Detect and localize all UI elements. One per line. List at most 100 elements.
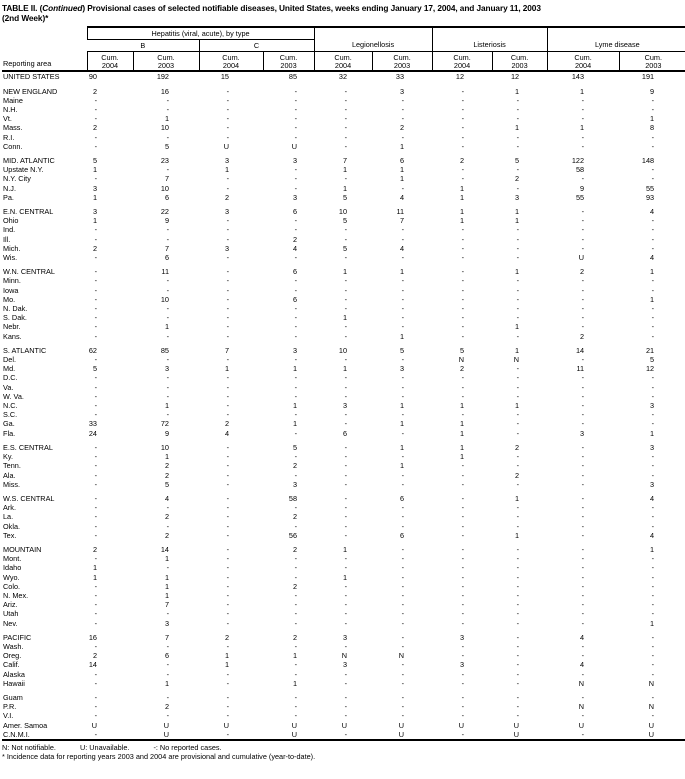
value-cell: -	[516, 609, 520, 619]
value-cell: -	[581, 530, 585, 540]
value-cell: -	[344, 563, 348, 573]
value-cell: 7	[399, 216, 405, 226]
value-cell: -	[94, 104, 97, 114]
value-cell: 1	[224, 364, 229, 374]
value-cell: 1	[650, 428, 655, 438]
reporting-area-cell: Ala.	[3, 470, 16, 480]
table-row: Tenn. - 2 - 2 - 1 - - - -	[2, 461, 685, 470]
reporting-area-cell: Guam	[3, 692, 23, 702]
col-header-cum-2003: Cum. 2003	[132, 51, 199, 73]
value-cell: -	[461, 512, 465, 522]
value-cell: U	[398, 729, 405, 739]
table-row: Amer. Samoa U U U U U U U U U U	[2, 721, 685, 730]
value-cell: -	[516, 141, 520, 151]
value-cell: 1	[650, 544, 655, 554]
col-header-cum-2004: Cum. 2004	[198, 51, 263, 73]
value-cell: 2	[459, 156, 465, 165]
reporting-area-cell: Ky.	[3, 452, 14, 462]
value-cell: -	[516, 391, 520, 401]
value-cell: -	[401, 132, 405, 142]
value-cell: 5	[342, 192, 348, 202]
value-cell: 1	[399, 141, 405, 151]
value-cell: -	[166, 669, 169, 679]
hepatitis-b-subheader: B	[87, 39, 199, 53]
value-cell: 3	[292, 479, 298, 489]
reporting-area-cell: E.N. CENTRAL	[3, 207, 54, 217]
value-cell: U	[291, 141, 298, 151]
value-cell: 1	[342, 183, 348, 193]
value-cell: 122	[571, 156, 585, 165]
value-cell: -	[581, 600, 585, 610]
value-cell: -	[226, 581, 229, 591]
table-section-4: W.N. CENTRAL -11-6 1 1-1 2 1 Minn. - - - - - - - - - - Io…	[2, 262, 685, 341]
value-cell: -	[226, 331, 229, 341]
value-cell: -	[401, 104, 405, 114]
value-cell: U	[398, 720, 405, 730]
value-cell: 2	[92, 123, 97, 133]
table-row: Del. - - - - - - N N - 5	[2, 355, 685, 364]
value-cell: -	[226, 503, 229, 513]
value-cell: -	[581, 285, 585, 295]
value-cell: -	[294, 304, 298, 314]
value-cell: -	[401, 428, 405, 438]
value-cell: -	[344, 253, 348, 263]
footnote-incidence: * Incidence data for reporting years 200…	[2, 751, 316, 761]
value-cell: -	[461, 493, 465, 503]
value-cell: -	[294, 285, 298, 295]
value-cell: -	[651, 632, 655, 642]
value-cell: -	[461, 590, 465, 600]
value-cell: -	[581, 382, 585, 392]
value-cell: -	[294, 391, 298, 401]
reporting-area-cell: Hawaii	[3, 678, 25, 688]
value-cell: 3	[650, 479, 655, 489]
value-cell: -	[461, 114, 465, 124]
value-cell: -	[94, 512, 97, 522]
value-cell: -	[516, 711, 520, 721]
value-cell: 1	[224, 165, 229, 175]
value-cell: 2	[92, 86, 97, 96]
value-cell: -	[401, 391, 405, 401]
value-cell: -	[581, 554, 585, 564]
value-cell: -	[461, 503, 465, 513]
value-cell: 2	[92, 544, 97, 554]
value-cell: U	[223, 720, 229, 730]
value-cell: 5	[459, 345, 465, 355]
cum-label: Cum.	[334, 53, 352, 63]
value-cell: -	[344, 512, 348, 522]
value-cell: -	[294, 373, 298, 383]
reporting-area-cell: Va.	[3, 382, 14, 392]
table-row: Ariz. - 7 - - - - - - - -	[2, 600, 685, 609]
value-cell: -	[516, 461, 520, 471]
value-cell: -	[461, 322, 465, 332]
value-cell: -	[94, 355, 97, 365]
value-cell: 1	[342, 364, 348, 374]
value-cell: -	[166, 132, 169, 142]
value-cell: -	[344, 294, 348, 304]
table-row: Conn. - 5 U U - 1 - - - -	[2, 142, 685, 151]
value-cell: -	[651, 581, 655, 591]
value-cell: -	[401, 563, 405, 573]
value-cell: 1	[92, 165, 97, 175]
value-cell: -	[651, 234, 655, 244]
value-cell: -	[461, 470, 465, 480]
value-cell: -	[344, 521, 348, 531]
value-cell: -	[344, 225, 348, 235]
value-cell: 1	[459, 207, 465, 217]
value-cell: 2	[515, 470, 520, 480]
reporting-area-cell: Ind.	[3, 225, 16, 235]
value-cell: -	[461, 729, 465, 739]
value-cell: 16	[160, 86, 169, 96]
value-cell: -	[581, 234, 585, 244]
value-cell: -	[461, 304, 465, 314]
value-cell: -	[401, 294, 405, 304]
value-cell: 2	[224, 419, 229, 429]
value-cell: -	[94, 114, 97, 124]
value-cell: -	[226, 373, 229, 383]
value-cell: 5	[164, 479, 169, 489]
value-cell: 1	[292, 678, 298, 688]
value-cell: -	[226, 253, 229, 263]
reporting-area-cell: La.	[3, 512, 14, 522]
value-cell: -	[226, 521, 229, 531]
value-cell: 3	[224, 243, 229, 253]
value-cell: 6	[164, 651, 169, 661]
